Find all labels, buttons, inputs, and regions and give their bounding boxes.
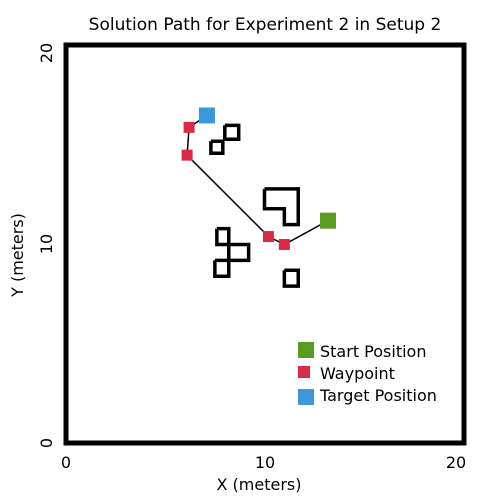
legend-label-target: Target Position: [319, 386, 437, 405]
waypoint-marker-2: [263, 231, 274, 242]
y-tick-label-10: 10: [37, 234, 56, 254]
obstacle-3: [217, 229, 229, 245]
x-tick-label-0: 0: [61, 453, 71, 472]
obstacle-1: [211, 141, 223, 153]
legend-label-start: Start Position: [320, 342, 426, 361]
waypoint-marker-3: [279, 239, 290, 250]
obstacle-0: [225, 125, 239, 139]
solution-path: [187, 115, 328, 244]
waypoint-marker-0: [184, 122, 195, 133]
obstacle-4: [229, 245, 249, 261]
x-axis-label: X (meters): [217, 475, 302, 494]
y-axis-label: Y (meters): [8, 213, 27, 298]
legend: Start Position Waypoint Target Position: [298, 342, 437, 405]
legend-label-waypoint: Waypoint: [320, 364, 395, 383]
legend-swatch-waypoint: [298, 366, 310, 378]
obstacle-2: [265, 189, 299, 225]
target-marker-0: [199, 107, 215, 123]
x-tick-label-20: 20: [446, 453, 466, 472]
obstacle-5: [215, 260, 229, 276]
y-tick-label-0: 0: [37, 438, 56, 448]
plot-frame: [66, 45, 464, 443]
start-marker-0: [320, 213, 336, 229]
legend-swatch-start: [298, 342, 314, 358]
obstacle-6: [284, 270, 298, 286]
x-tick-label-10: 10: [255, 453, 275, 472]
legend-swatch-target: [298, 389, 314, 405]
y-tick-label-20: 20: [37, 43, 56, 63]
waypoint-marker-1: [182, 150, 193, 161]
chart-title: Solution Path for Experiment 2 in Setup …: [89, 15, 442, 35]
path-line: [187, 115, 328, 244]
obstacles: [211, 125, 298, 286]
